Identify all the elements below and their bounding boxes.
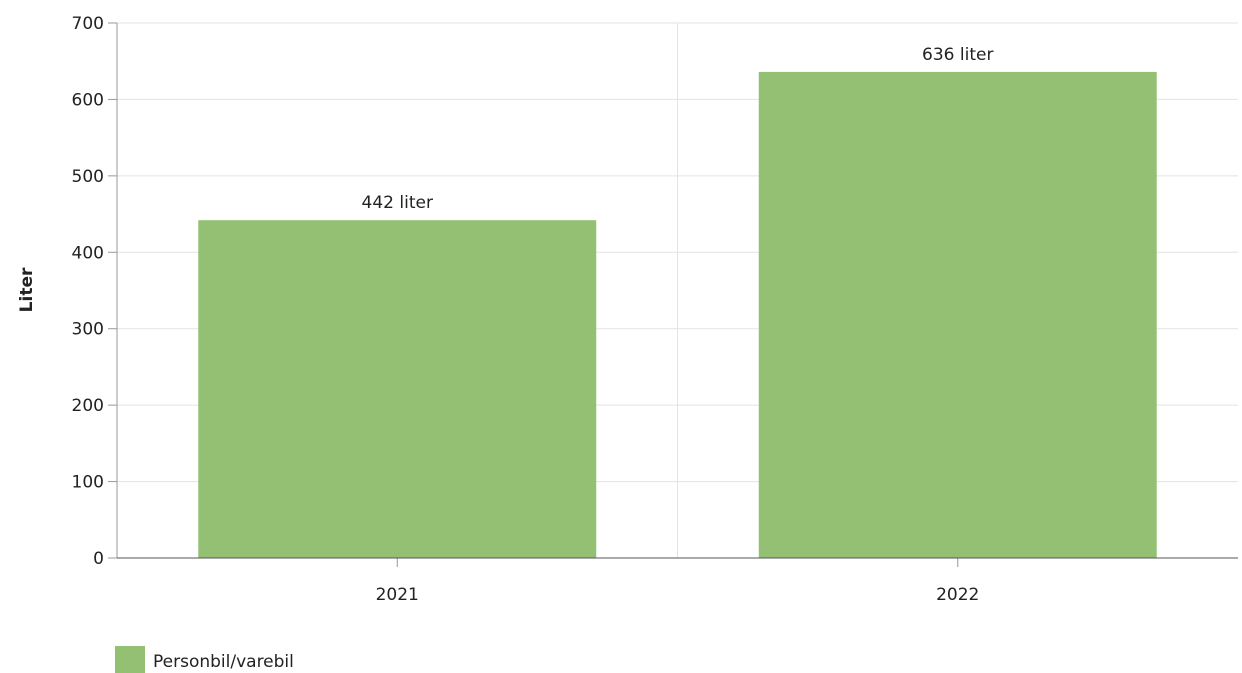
legend[interactable]: Personbil/varebil (115, 646, 294, 673)
x-tick-label: 2022 (936, 585, 979, 605)
x-tick-label: 2021 (376, 585, 419, 605)
y-tick-label: 700 (72, 14, 104, 34)
y-tick-label: 300 (72, 320, 104, 340)
bars (198, 71, 1157, 559)
y-tick-label: 400 (72, 243, 104, 263)
y-tick-label: 0 (93, 549, 104, 569)
axes: 0 100 200 300 400 500 600 700 2021 2022 (72, 14, 1238, 605)
data-label-2022: 636 liter (922, 45, 993, 65)
bar-2021[interactable] (198, 220, 597, 558)
y-tick-label: 500 (72, 167, 104, 187)
y-tick-label: 200 (72, 396, 104, 416)
data-label-2021: 442 liter (362, 193, 433, 213)
y-tick-label: 100 (72, 473, 104, 493)
data-labels: 442 liter 636 liter (362, 45, 994, 213)
legend-swatch (115, 646, 145, 673)
y-axis-title: Liter (17, 267, 37, 312)
legend-label: Personbil/varebil (153, 652, 294, 672)
bar-2022[interactable] (758, 71, 1157, 559)
y-tick-label: 600 (72, 90, 104, 110)
